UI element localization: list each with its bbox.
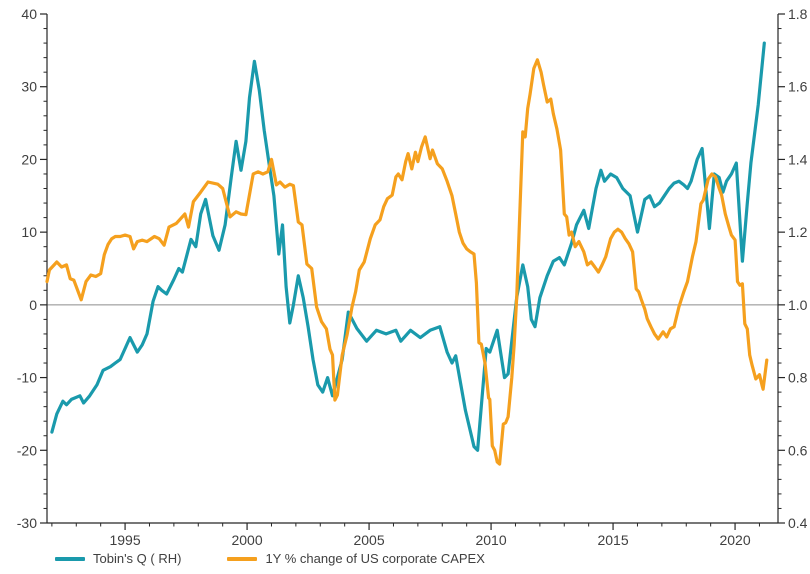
svg-text:1.4: 1.4 — [788, 151, 808, 167]
svg-text:2020: 2020 — [719, 532, 750, 548]
svg-text:1995: 1995 — [109, 532, 140, 548]
tobins-q-line — [50, 41, 766, 452]
svg-text:40: 40 — [21, 6, 37, 22]
legend-label-capex: 1Y % change of US corporate CAPEX — [265, 551, 485, 566]
svg-text:1.2: 1.2 — [788, 224, 808, 240]
svg-text:2010: 2010 — [475, 532, 506, 548]
svg-text:-10: -10 — [17, 370, 37, 386]
svg-text:0.8: 0.8 — [788, 370, 808, 386]
svg-text:20: 20 — [21, 151, 37, 167]
legend-label-tobins-q: Tobin's Q ( RH) — [93, 551, 182, 566]
svg-text:0.4: 0.4 — [788, 515, 808, 531]
legend-item-capex: 1Y % change of US corporate CAPEX — [227, 551, 485, 566]
left-axis: 40 30 20 10 0 -10 -20 -30 — [17, 6, 48, 531]
right-axis: 1.8 1.6 1.4 1.2 1.0 0.8 0.6 0.4 — [777, 6, 808, 531]
legend: Tobin's Q ( RH) 1Y % change of US corpor… — [55, 551, 485, 566]
legend-item-tobins-q: Tobin's Q ( RH) — [55, 551, 181, 566]
capex-line-swatch — [227, 556, 258, 561]
svg-text:0.6: 0.6 — [788, 442, 808, 458]
svg-text:30: 30 — [21, 79, 37, 95]
svg-text:10: 10 — [21, 224, 37, 240]
tobins-q-line-swatch — [55, 556, 85, 561]
svg-text:-20: -20 — [17, 442, 37, 458]
svg-text:2005: 2005 — [353, 532, 384, 548]
svg-text:1.8: 1.8 — [788, 6, 808, 22]
svg-text:0: 0 — [29, 297, 37, 313]
svg-text:1.6: 1.6 — [788, 79, 808, 95]
x-axis: 1995 2000 2005 2010 2015 2020 — [47, 522, 778, 548]
svg-text:1.0: 1.0 — [788, 297, 808, 313]
svg-text:2015: 2015 — [597, 532, 628, 548]
svg-text:-30: -30 — [17, 515, 37, 531]
svg-text:2000: 2000 — [231, 532, 262, 548]
capex-line — [45, 58, 769, 466]
